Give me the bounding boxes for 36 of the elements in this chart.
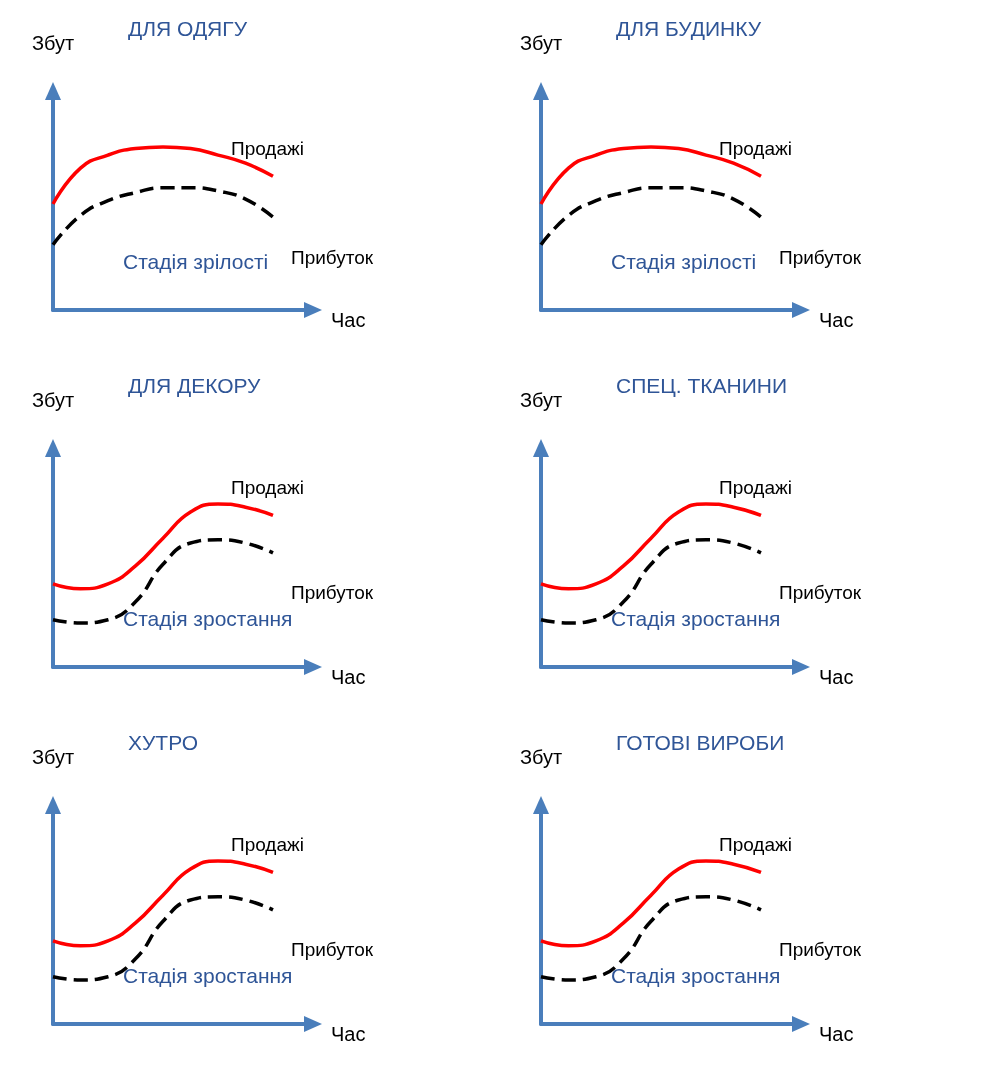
y-axis-title: Збут [31,389,75,411]
x-axis-title: Час [819,1023,854,1045]
series-label: Продажі [719,476,792,498]
annotation: Стадія зрілості [611,250,757,273]
x-axis-title: Час [819,309,854,331]
series-label: Прибуток [779,582,862,604]
y-axis-title: Збут [31,32,75,54]
series-label: Продажі [719,833,792,855]
series-label: Продажі [231,833,304,855]
y-axis-title: Збут [519,746,563,768]
annotation: Стадія зростання [611,607,781,630]
x-axis-title: Час [819,666,854,688]
chart-title: ДЛЯ ДЕКОРУ [128,374,262,397]
y-axis-title: Збут [31,746,75,768]
x-axis-title: Час [331,666,366,688]
series-label: Прибуток [291,246,374,268]
series-label: Прибуток [291,582,374,604]
series-label: Прибуток [291,939,374,961]
y-axis-title: Збут [519,32,563,54]
series-label: Продажі [231,476,304,498]
annotation: Стадія зростання [123,964,293,987]
annotation: Стадія зростання [611,964,781,987]
series-label: Продажі [719,137,792,159]
chart-title: ГОТОВІ ВИРОБИ [616,731,785,754]
chart-title: ДЛЯ БУДИНКУ [616,17,762,40]
annotation: Стадія зрілості [123,250,269,273]
chart-title: ДЛЯ ОДЯГУ [128,17,248,40]
series-label: Прибуток [779,939,862,961]
series-label: Прибуток [779,246,862,268]
chart-title: СПЕЦ. ТКАНИНИ [616,374,788,397]
annotation: Стадія зростання [123,607,293,630]
y-axis-title: Збут [519,389,563,411]
chart-title: ХУТРО [128,731,199,754]
x-axis-title: Час [331,309,366,331]
series-label: Продажі [231,137,304,159]
x-axis-title: Час [331,1023,366,1045]
